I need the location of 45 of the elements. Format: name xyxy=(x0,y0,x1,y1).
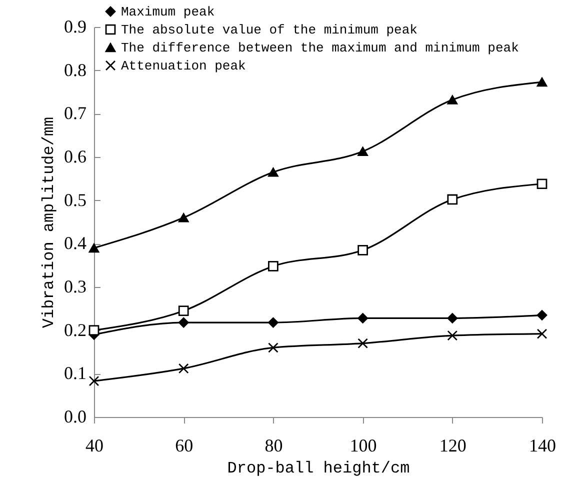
point xyxy=(268,317,278,328)
point xyxy=(88,325,100,336)
legend-label: Maximum peak xyxy=(121,4,215,20)
y-tick-label: 0.0 xyxy=(64,406,86,426)
y-tick-label: 0.6 xyxy=(64,146,86,166)
x-tick-label: 80 xyxy=(264,436,283,456)
y-tick-label: 0.8 xyxy=(64,60,86,80)
x-tick-label: 120 xyxy=(439,436,466,456)
y-tick-label: 0.2 xyxy=(64,320,86,340)
legend-label: The absolute value of the minimum peak xyxy=(121,22,418,38)
x-tick-label: 60 xyxy=(175,436,194,456)
x-tick-label: 40 xyxy=(86,436,104,456)
x-tick-label: 140 xyxy=(529,436,556,456)
point xyxy=(178,317,189,328)
point xyxy=(358,146,368,156)
legend-label: The difference between the maximum and minimum peak xyxy=(121,40,520,56)
point xyxy=(536,178,548,190)
y-tick-label: 0.3 xyxy=(64,276,86,296)
point xyxy=(358,338,368,349)
point xyxy=(447,330,458,341)
point xyxy=(536,328,548,339)
y-tick-label: 0.9 xyxy=(64,16,86,36)
y-tick-label: 0.4 xyxy=(64,233,86,254)
legend-label: Attenuation peak xyxy=(121,58,246,74)
point xyxy=(358,244,368,256)
point xyxy=(88,243,100,253)
y-tick-label: 0.7 xyxy=(64,103,86,124)
point xyxy=(268,261,278,272)
y-tick-label: 0.5 xyxy=(64,190,86,210)
point xyxy=(268,342,278,353)
point xyxy=(178,306,189,316)
point xyxy=(88,376,100,386)
x-axis-title: Drop-ball height/cm xyxy=(227,460,410,478)
point xyxy=(447,194,458,205)
point xyxy=(268,168,278,177)
point xyxy=(358,313,368,324)
y-tick-label: 0.1 xyxy=(64,363,86,384)
point xyxy=(447,313,458,324)
y-axis-title: Vibration amplitude/mm xyxy=(40,116,58,328)
point xyxy=(447,95,458,104)
point xyxy=(178,363,189,374)
point xyxy=(536,310,548,320)
point xyxy=(536,77,548,87)
x-tick-label: 100 xyxy=(350,436,377,456)
point xyxy=(178,213,189,222)
